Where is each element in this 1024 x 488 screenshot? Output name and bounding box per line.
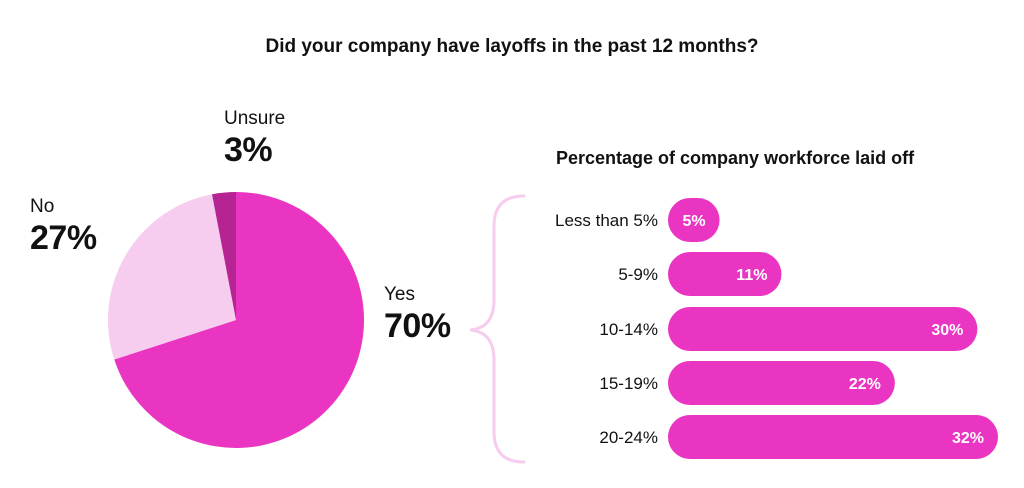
bar: [668, 415, 998, 459]
bar-category-label: 5-9%: [618, 265, 658, 284]
bar-category-label: 10-14%: [599, 320, 658, 339]
bar-value-label: 22%: [849, 376, 881, 393]
bracket: [469, 194, 526, 464]
chart-title: Did your company have layoffs in the pas…: [265, 36, 759, 57]
bar-category-label: Less than 5%: [555, 211, 658, 230]
pie-label-no-name: No: [30, 196, 55, 217]
pie-label-unsure: Unsure 3%: [224, 108, 285, 170]
bar: [668, 198, 720, 242]
pie-label-yes: Yes 70%: [384, 284, 451, 346]
bar-category-label: 15-19%: [599, 374, 658, 393]
bar: [668, 252, 782, 296]
bar-category-label: 20-24%: [599, 428, 658, 447]
bar-value-label: 30%: [931, 322, 963, 339]
pie-slice-unsure: [212, 192, 236, 320]
pie-label-yes-name: Yes: [384, 284, 415, 305]
pie-label-no: No 27%: [30, 196, 97, 258]
pie-label-yes-value: 70%: [384, 307, 451, 345]
bar-value-label: 11%: [736, 267, 767, 284]
bar-chart: Less than 5% 5% 5-9% 11% 10-14% 30% 15-19% 22% 2…: [555, 198, 998, 459]
pie-slice-no: [107, 194, 236, 360]
bar-value-label: 32%: [952, 430, 984, 447]
pie-label-unsure-value: 3%: [224, 131, 273, 169]
pie-label-unsure-name: Unsure: [224, 108, 286, 129]
bar: [668, 361, 895, 405]
bar-chart-title: Percentage of company workforce laid off: [556, 148, 915, 168]
pie-chart: [107, 192, 364, 448]
bar-value-label: 5%: [682, 213, 705, 230]
pie-label-no-value: 27%: [30, 219, 97, 257]
pie-slice-yes: [114, 192, 364, 448]
bar: [668, 307, 978, 351]
